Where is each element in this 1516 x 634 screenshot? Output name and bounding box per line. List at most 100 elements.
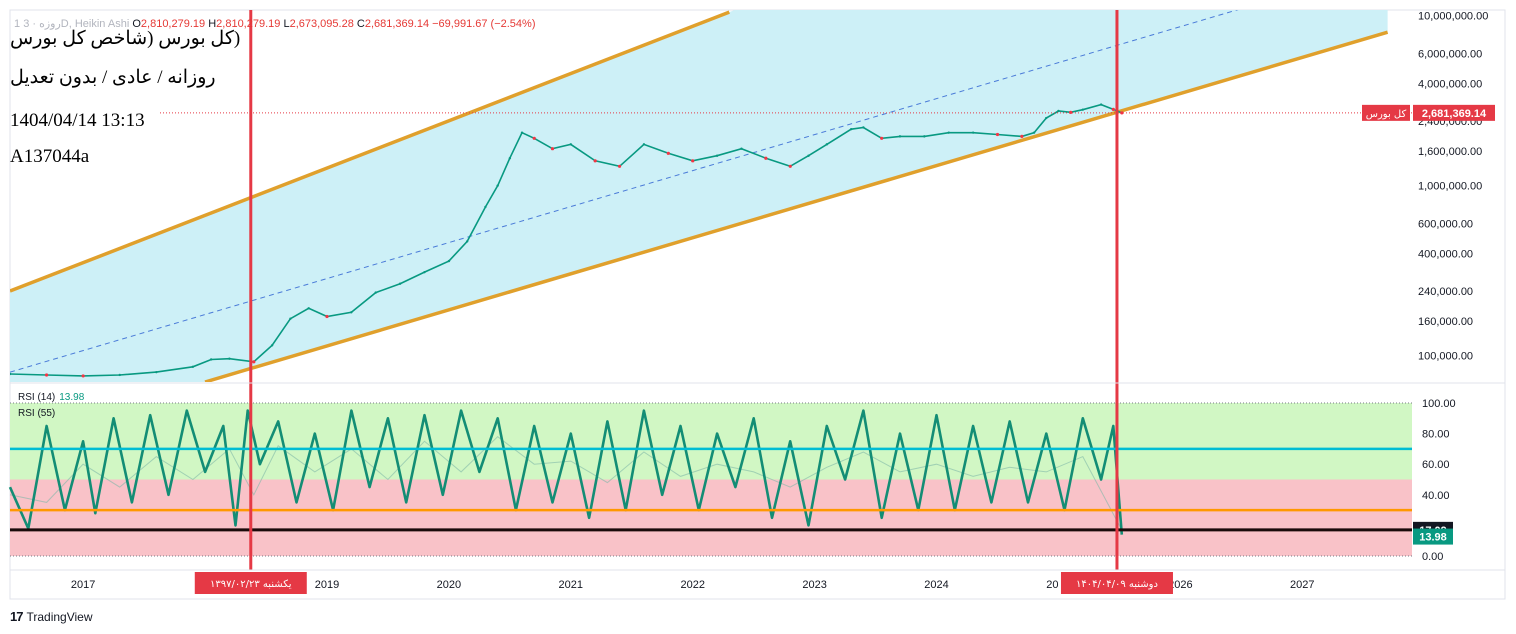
- vertical-marker-tag-box: [194, 572, 307, 594]
- close-value: 2,681,369.14: [364, 18, 430, 30]
- price-tick-label: 600,000.00: [1418, 218, 1473, 230]
- price-tick-label: 1,000,000.00: [1418, 181, 1482, 193]
- price-point: [191, 365, 195, 369]
- price-point: [642, 143, 646, 146]
- price-tick-label: 240,000.00: [1418, 286, 1473, 298]
- vertical-marker-tag-box: [1060, 572, 1173, 594]
- time-tick-label: 2017: [71, 579, 95, 591]
- rsi-14-value: 13.98: [59, 392, 85, 403]
- rsi-14-line: [8, 409, 1124, 535]
- price-tick-label: 10,000,000.00: [1418, 11, 1488, 23]
- price-point: [1032, 131, 1036, 134]
- price-point: [1099, 103, 1103, 106]
- price-point: [764, 156, 768, 160]
- price-point: [10, 372, 12, 376]
- tradingview-logo: 17 TradingView: [10, 609, 93, 624]
- price-point: [520, 131, 524, 134]
- price-tag-name-box: [1362, 104, 1410, 121]
- tradingview-brand: TradingView: [26, 609, 93, 624]
- price-point: [995, 132, 1000, 137]
- price-point: [1020, 134, 1024, 138]
- price-tick-label: 400,000.00: [1418, 248, 1473, 260]
- rsi-fast-tag-box: [1413, 528, 1453, 545]
- price-point: [465, 240, 469, 243]
- price-tick-label: 160,000.00: [1418, 316, 1473, 328]
- price-point: [550, 147, 555, 151]
- price-point: [484, 205, 487, 209]
- price-point: [691, 159, 695, 163]
- price-point: [532, 136, 536, 140]
- price-point: [1111, 107, 1115, 111]
- rsi-55-line: [9, 436, 1123, 531]
- price-point: [971, 131, 975, 134]
- price-point: [715, 154, 719, 157]
- price-point: [880, 136, 884, 140]
- rsi-lower-zone: [10, 479, 1412, 556]
- rsi-tick-label: 100.00: [1422, 398, 1456, 410]
- channel-midline: [10, 10, 1239, 373]
- price-point: [1081, 108, 1085, 111]
- symbol-label: 1 روزه ·: [14, 18, 61, 30]
- note-datetime: 1404/04/14 13:13: [10, 110, 145, 131]
- rsi-fast-tag: 13.98: [1419, 532, 1447, 544]
- price-point: [807, 154, 810, 157]
- price-point: [423, 270, 426, 274]
- price-tick-label: 100,000.00: [1418, 351, 1473, 363]
- price-point: [155, 370, 158, 374]
- time-tick-label: 20: [1046, 579, 1058, 591]
- price-point: [325, 314, 329, 319]
- price-series-line: [10, 103, 1123, 377]
- rsi-14-legend: RSI (14) 13.98: [18, 392, 85, 403]
- rsi-tick-label: 40.00: [1422, 490, 1450, 502]
- low-value: 2,673,095.28: [289, 18, 354, 30]
- open-value: 2,810,279.19: [140, 18, 206, 30]
- time-tick-label: 2027: [1290, 579, 1314, 591]
- price-tag-value-box: [1413, 104, 1495, 121]
- price-tick-label: 6,000,000.00: [1418, 48, 1482, 60]
- price-point: [569, 143, 572, 146]
- price-point: [209, 358, 213, 361]
- ohlc-header: 1 روزه · 3D, Heikin Ashi O2,810,279.19 H…: [14, 18, 536, 30]
- high-value: 2,810,279.19: [216, 18, 281, 30]
- price-tag-value: 2,681,369.14: [1422, 108, 1487, 120]
- tradingview-mark-icon: 17: [10, 609, 24, 624]
- price-point: [496, 184, 499, 187]
- time-tick-label: 2026: [1168, 579, 1192, 591]
- time-tick-label: 2020: [437, 579, 461, 591]
- channel-lower-line[interactable]: [204, 30, 1389, 382]
- price-point: [923, 135, 926, 138]
- chart-settings: 3D, Heikin Ashi: [23, 18, 130, 30]
- rsi-pane: [8, 402, 1412, 557]
- price-point: [118, 373, 121, 377]
- vertical-marker-tag: یکشنبه ۱۳۹۷/۰۲/۲۳: [210, 579, 292, 590]
- note-code: A137044a: [10, 146, 90, 167]
- rsi-tick-label: 60.00: [1422, 459, 1450, 471]
- overlay: [160, 10, 1412, 570]
- price-point: [788, 164, 792, 168]
- price-point: [398, 282, 402, 285]
- channel-fill: [10, 10, 1388, 382]
- price-point: [666, 151, 670, 155]
- price-point: [617, 164, 622, 168]
- channel-upper-line[interactable]: [10, 10, 730, 293]
- rsi-upper-zone: [10, 403, 1412, 480]
- price-point: [850, 127, 853, 131]
- price-point: [947, 131, 950, 134]
- price-point: [44, 373, 49, 377]
- rsi-tick-label: 0.00: [1422, 551, 1443, 563]
- price-point: [228, 357, 231, 360]
- price-point: [593, 159, 597, 163]
- price-point: [307, 307, 310, 310]
- price-point: [1045, 116, 1048, 120]
- price-tick-label: 2,400,000.00: [1418, 116, 1482, 128]
- price-point: [374, 291, 377, 294]
- time-tick-label: 2022: [680, 579, 704, 591]
- price-point: [825, 143, 829, 146]
- price-point: [81, 374, 85, 378]
- change-value: −69,991.67 (−2.54%): [432, 18, 536, 30]
- time-tick-label: 2024: [924, 579, 948, 591]
- price-point: [270, 344, 274, 347]
- price-point: [898, 135, 902, 138]
- price-tag-name: کل بورس: [1366, 109, 1407, 120]
